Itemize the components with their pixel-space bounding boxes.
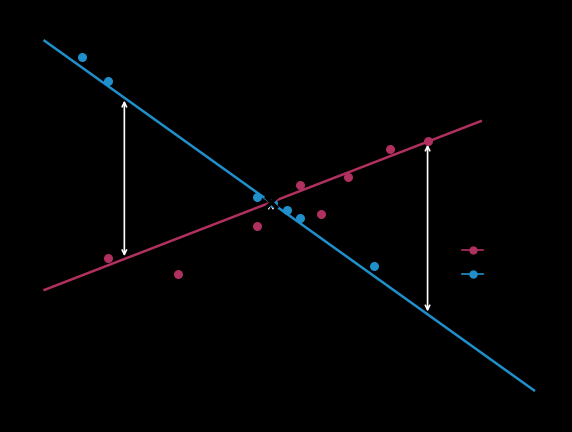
- Point: [423, 138, 432, 145]
- Point: [77, 54, 86, 60]
- Point: [173, 270, 182, 277]
- Point: [295, 182, 304, 189]
- Point: [282, 206, 291, 213]
- Point: [269, 200, 278, 207]
- Point: [104, 254, 113, 261]
- Point: [253, 194, 262, 201]
- Point: [104, 77, 113, 84]
- Point: [317, 210, 326, 217]
- Point: [343, 174, 352, 181]
- Point: [295, 214, 304, 221]
- Point: [253, 222, 262, 229]
- Point: [386, 146, 395, 152]
- Point: [370, 262, 379, 269]
